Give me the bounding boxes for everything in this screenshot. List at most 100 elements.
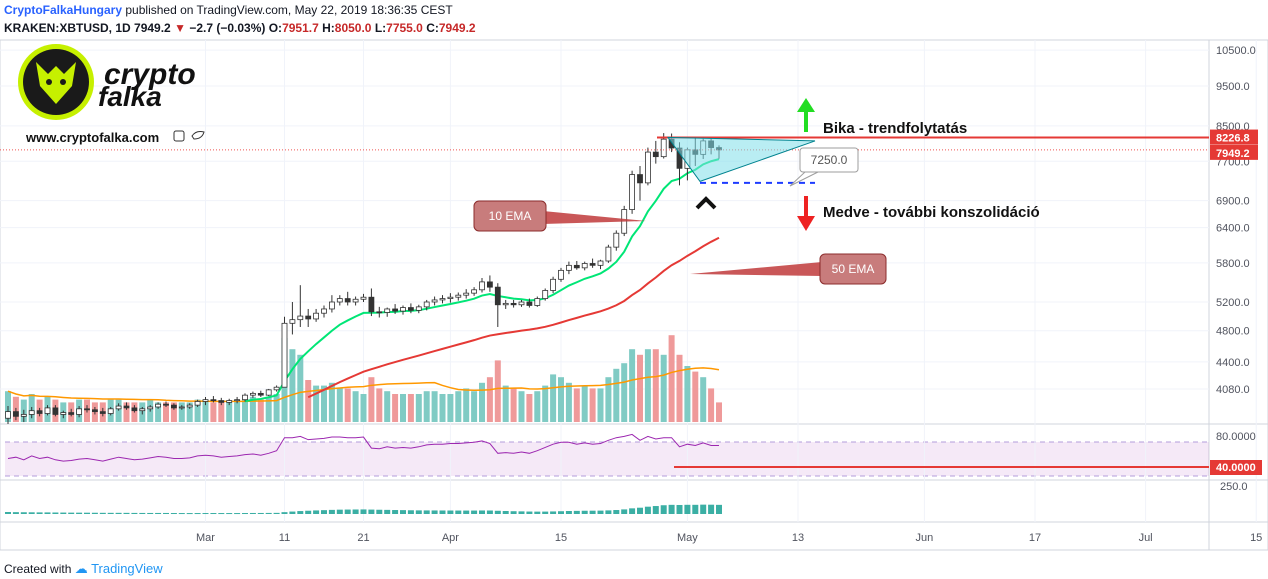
macd-bar	[273, 512, 280, 514]
macd-bar	[652, 506, 659, 514]
volume-bar	[637, 354, 643, 422]
facebook-icon	[173, 130, 185, 142]
volume-bar	[494, 360, 501, 422]
rsi-level-label: 40.0000	[1216, 462, 1256, 474]
candle-body	[249, 392, 256, 396]
volume-bar	[257, 399, 264, 422]
footer-created: Created with	[4, 562, 72, 576]
macd-bar	[313, 510, 320, 514]
ema-lines	[244, 158, 720, 403]
candle-body	[637, 174, 643, 184]
published-text: published on TradingView.com, May 22, 20…	[125, 3, 453, 17]
macd-bar	[155, 512, 162, 514]
macd-bar	[20, 512, 27, 514]
volume-bar	[629, 349, 636, 422]
target-callout	[799, 147, 859, 173]
macd-bar	[423, 510, 430, 514]
macd-bar	[52, 512, 59, 514]
price-axis[interactable]: 10500.09500.08500.07700.06900.06400.0580…	[1210, 45, 1262, 493]
candle-body	[463, 292, 470, 296]
candle-body	[115, 405, 122, 410]
macd-bar	[463, 510, 470, 514]
macd-bar	[202, 513, 209, 515]
candle-body	[92, 409, 98, 413]
volume-bar	[194, 399, 201, 422]
candle-body	[368, 296, 375, 313]
footer-brand[interactable]: TradingView	[91, 561, 163, 576]
candle-body	[257, 392, 264, 396]
candle-body	[210, 399, 217, 402]
author-link[interactable]: CryptoFalkaHungary	[4, 3, 123, 17]
macd-bar	[708, 504, 715, 514]
price-tick-label: 4400.0	[1216, 357, 1250, 369]
candle-body	[202, 399, 209, 402]
macd-bar	[84, 512, 90, 514]
macd-bar	[502, 511, 509, 514]
macd-bar	[392, 510, 399, 514]
macd-bar	[139, 512, 146, 514]
candle-body	[28, 410, 35, 415]
macd-bar	[684, 504, 691, 514]
macd-bar	[637, 507, 643, 514]
macd-bar	[479, 510, 485, 514]
price-change: −2.7 (−0.03%)	[189, 21, 266, 35]
macd-bar	[360, 509, 367, 514]
volume-bar	[565, 382, 572, 422]
macd-bar	[455, 510, 462, 514]
volume-bar	[644, 349, 651, 422]
rsi-line	[7, 433, 1209, 468]
candle-body	[155, 403, 162, 408]
volume-bar	[708, 388, 715, 422]
time-axis[interactable]: Mar 11 21 Apr 15 May 13 Jun 17 Jul 15	[196, 532, 1262, 544]
volume-bar	[242, 399, 248, 422]
volume-bar	[605, 377, 612, 422]
high-value: 8050.0	[334, 21, 372, 35]
macd-bar	[668, 504, 675, 514]
volume-bar	[660, 354, 667, 422]
candle-body	[36, 410, 43, 414]
bull-arrow-icon	[804, 110, 808, 132]
candle-body	[76, 408, 82, 415]
candle-body	[376, 311, 383, 314]
rsi-series	[7, 433, 719, 462]
macd-bar	[700, 504, 707, 514]
candle-body	[123, 405, 130, 409]
time-tick-label: Apr	[442, 532, 459, 544]
volume-bar	[526, 394, 533, 422]
candle-body	[313, 312, 320, 320]
candle-body	[234, 399, 241, 402]
macd-bar	[99, 512, 106, 514]
macd-bar	[257, 512, 264, 514]
volume-bar	[431, 391, 438, 422]
bear-annotation: Medve - további konszolidáció	[823, 204, 1040, 221]
candle-body	[20, 414, 27, 417]
volume-bar	[423, 391, 430, 422]
volume-bar	[400, 394, 406, 422]
time-tick-label: May	[677, 532, 698, 544]
candle-body	[384, 308, 391, 313]
candle-body	[52, 407, 59, 415]
volume-bar	[684, 366, 691, 422]
bear-arrow-head-icon	[797, 216, 815, 231]
candle-body	[494, 286, 501, 306]
candle-body	[44, 407, 51, 414]
candle-body	[502, 302, 509, 306]
symbol-label: KRAKEN:XBTUSD, 1D	[4, 21, 131, 35]
candle-body	[265, 389, 272, 396]
macd-bar	[242, 513, 248, 515]
macd-bar	[5, 511, 11, 514]
candle-body	[518, 301, 525, 306]
candle-body	[573, 264, 580, 269]
volume-bar	[573, 388, 580, 422]
candle-body	[5, 411, 11, 419]
candle-body	[84, 408, 90, 411]
macd-bar	[281, 512, 288, 514]
volume-bar	[115, 399, 122, 422]
bull-annotation: Bika - trendfolytatás	[823, 120, 967, 137]
volume-bar	[471, 391, 478, 422]
volume-bar	[613, 368, 620, 422]
candle-body	[479, 281, 485, 291]
support-arrow-icon	[695, 196, 717, 210]
macd-bar	[376, 509, 383, 514]
